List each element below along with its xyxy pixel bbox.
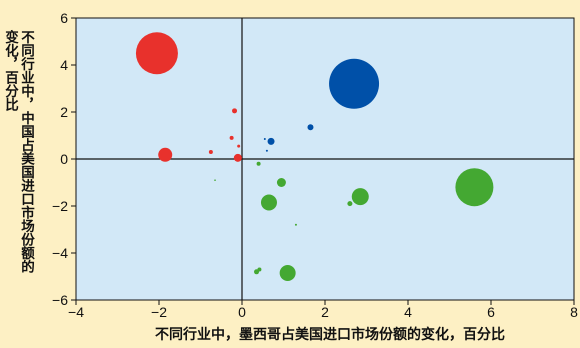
blue-bubble [329, 58, 380, 109]
red-bubble [232, 108, 238, 114]
green-bubble [279, 264, 296, 281]
red-bubble [158, 147, 173, 162]
green-bubble [276, 178, 286, 187]
y-tick-label: −6 [52, 292, 68, 308]
y-tick-label: 2 [60, 104, 68, 120]
green-bubble [256, 161, 261, 166]
green-bubble [257, 267, 262, 272]
green-bubble [214, 179, 216, 181]
blue-bubble [265, 149, 268, 152]
x-tick-label: 8 [570, 304, 578, 320]
x-tick-label: 0 [238, 304, 246, 320]
blue-bubble [307, 124, 314, 131]
green-bubble [260, 194, 277, 211]
green-bubble [455, 168, 494, 207]
blue-bubble [263, 138, 266, 141]
x-tick-label: −2 [151, 304, 167, 320]
y-tick-label: 6 [60, 10, 68, 26]
plot-frame [75, 17, 575, 301]
axes [76, 18, 574, 300]
y-tick-label: 4 [60, 57, 68, 73]
data-points [135, 32, 494, 281]
green-bubble [351, 188, 369, 206]
red-bubble [237, 144, 241, 148]
x-axis-label: 不同行业中，墨西哥占美国进口市场份额的变化，百分比 [155, 327, 505, 343]
x-tick-label: 6 [487, 304, 495, 320]
x-tick-label: 2 [321, 304, 329, 320]
y-axis-label-container: 不同行业中，中国占美国进口市场份额的变化，百分比 [2, 30, 60, 280]
red-bubble [233, 153, 242, 162]
green-bubble [294, 223, 297, 226]
red-bubble [208, 149, 213, 154]
blue-bubble [267, 137, 275, 145]
red-bubble [135, 32, 178, 75]
red-bubble [229, 135, 234, 140]
x-tick-label: −4 [68, 304, 84, 320]
y-axis-label: 不同行业中，中国占美国进口市场份额的变化，百分比 [2, 30, 34, 273]
y-tick-label: −2 [52, 198, 68, 214]
y-tick-label: −4 [52, 245, 68, 261]
x-tick-label: 4 [404, 304, 412, 320]
y-tick-label: 0 [60, 151, 68, 167]
green-bubble [347, 201, 353, 207]
